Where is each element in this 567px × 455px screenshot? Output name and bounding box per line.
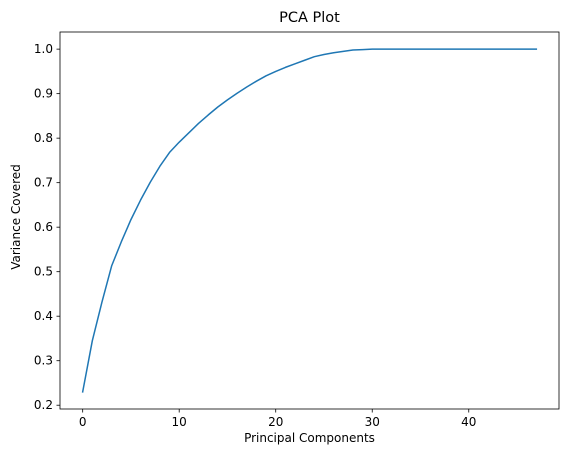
x-axis-label: Principal Components bbox=[244, 431, 375, 445]
y-tick-label: 0.8 bbox=[34, 131, 53, 145]
plot-frame bbox=[59, 31, 560, 410]
y-axis-label: Variance Covered bbox=[9, 164, 23, 270]
series-layer bbox=[81, 48, 538, 393]
y-axis-ticks: 0.2 0.3 0.4 0.5 0.6 0.7 0.8 0.9 1.0 bbox=[34, 42, 60, 412]
chart-title: PCA Plot bbox=[279, 10, 340, 26]
y-tick-label: 0.5 bbox=[34, 265, 53, 279]
axes-layer bbox=[59, 31, 560, 410]
y-tick-label: 1.0 bbox=[34, 42, 53, 56]
y-tick-label: 0.4 bbox=[34, 309, 53, 323]
y-tick-label: 0.3 bbox=[34, 354, 53, 368]
y-tick-label: 0.9 bbox=[34, 87, 53, 101]
x-tick-label: 0 bbox=[79, 415, 87, 429]
y-tick-label: 0.7 bbox=[34, 176, 53, 190]
x-tick-label: 30 bbox=[365, 415, 380, 429]
x-tick-label: 10 bbox=[172, 415, 187, 429]
x-axis-ticks: 0 10 20 30 40 bbox=[79, 409, 476, 429]
y-tick-label: 0.6 bbox=[34, 220, 53, 234]
x-tick-label: 20 bbox=[268, 415, 283, 429]
series-line bbox=[81, 48, 538, 393]
x-tick-label: 40 bbox=[461, 415, 476, 429]
y-tick-label: 0.2 bbox=[34, 398, 53, 412]
